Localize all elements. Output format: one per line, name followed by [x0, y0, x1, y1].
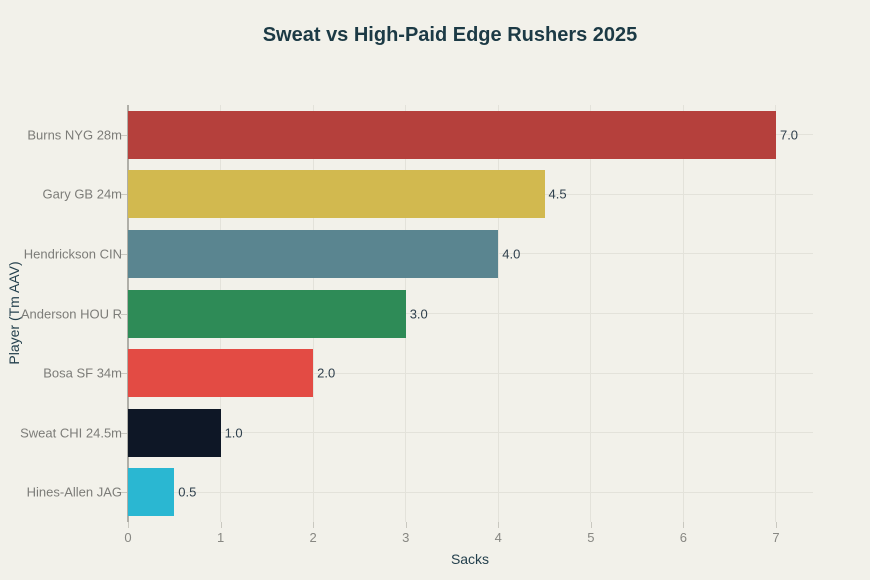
plot-area: 7.0 4.5 4.0 3.0 2.0 1.0 0.5: [127, 105, 813, 522]
bar-value-label: 4.5: [548, 186, 567, 202]
y-category-label: Hines-Allen JAG: [26, 484, 122, 500]
y-tick-mark: [121, 134, 127, 136]
y-gridline: [128, 372, 813, 374]
bar-gary-gb-24m[interactable]: [128, 170, 545, 219]
x-tick-mark: [405, 522, 407, 528]
x-tick-mark: [220, 522, 222, 528]
x-tick-label: 5: [587, 530, 595, 545]
x-tick-mark: [775, 522, 777, 528]
x-tick-mark: [498, 522, 500, 528]
bar-sweat-chi-24-5m[interactable]: [128, 408, 221, 457]
y-gridline: [128, 313, 813, 314]
y-tick-mark: [121, 194, 127, 196]
x-tick-mark: [683, 522, 685, 528]
y-tick-mark: [121, 492, 127, 494]
y-category-label: Bosa SF 34m: [43, 365, 122, 381]
x-tick-label: 7: [772, 530, 780, 545]
y-tick-mark: [121, 253, 127, 255]
bar-hines-allen-jag[interactable]: [128, 468, 175, 517]
bar-value-label: 3.0: [409, 306, 428, 321]
y-category-label: Sweat CHI 24.5m: [20, 425, 122, 441]
y-tick-mark: [121, 313, 127, 315]
x-tick-mark: [590, 522, 592, 528]
y-category-label: Gary GB 24m: [42, 186, 122, 202]
x-tick-label: 1: [216, 530, 225, 545]
bar-value-label: 1.0: [224, 425, 243, 441]
y-category-label: Burns NYG 28m: [27, 127, 122, 143]
x-tick-label: 0: [124, 530, 132, 545]
bar-burns-nyg-28m[interactable]: [128, 110, 776, 159]
x-tick-label: 6: [679, 530, 688, 545]
bar-value-label: 7.0: [779, 127, 799, 143]
y-category-label: Hendrickson CIN: [23, 246, 122, 262]
y-tick-mark: [121, 432, 127, 434]
y-tick-mark: [121, 373, 127, 375]
bar-hendrickson-cin[interactable]: [128, 229, 499, 278]
bar-bosa-sf-34m[interactable]: [128, 349, 314, 398]
chart-title: Sweat vs High-Paid Edge Rushers 2025: [262, 24, 638, 46]
x-tick-label: 2: [309, 530, 317, 545]
y-category-label: Anderson HOU R: [20, 306, 122, 321]
bar-value-label: 2.0: [317, 365, 336, 381]
bar-anderson-hou-r[interactable]: [128, 289, 406, 338]
y-gridline: [128, 432, 813, 434]
x-axis-title: Sacks: [450, 551, 490, 567]
bar-value-label: 0.5: [178, 484, 197, 500]
x-tick-mark: [313, 522, 315, 528]
x-tick-label: 3: [402, 530, 410, 545]
x-tick-label: 4: [494, 530, 502, 545]
bar-value-label: 4.0: [502, 246, 521, 262]
x-tick-mark: [128, 522, 129, 528]
y-gridline: [128, 491, 813, 493]
